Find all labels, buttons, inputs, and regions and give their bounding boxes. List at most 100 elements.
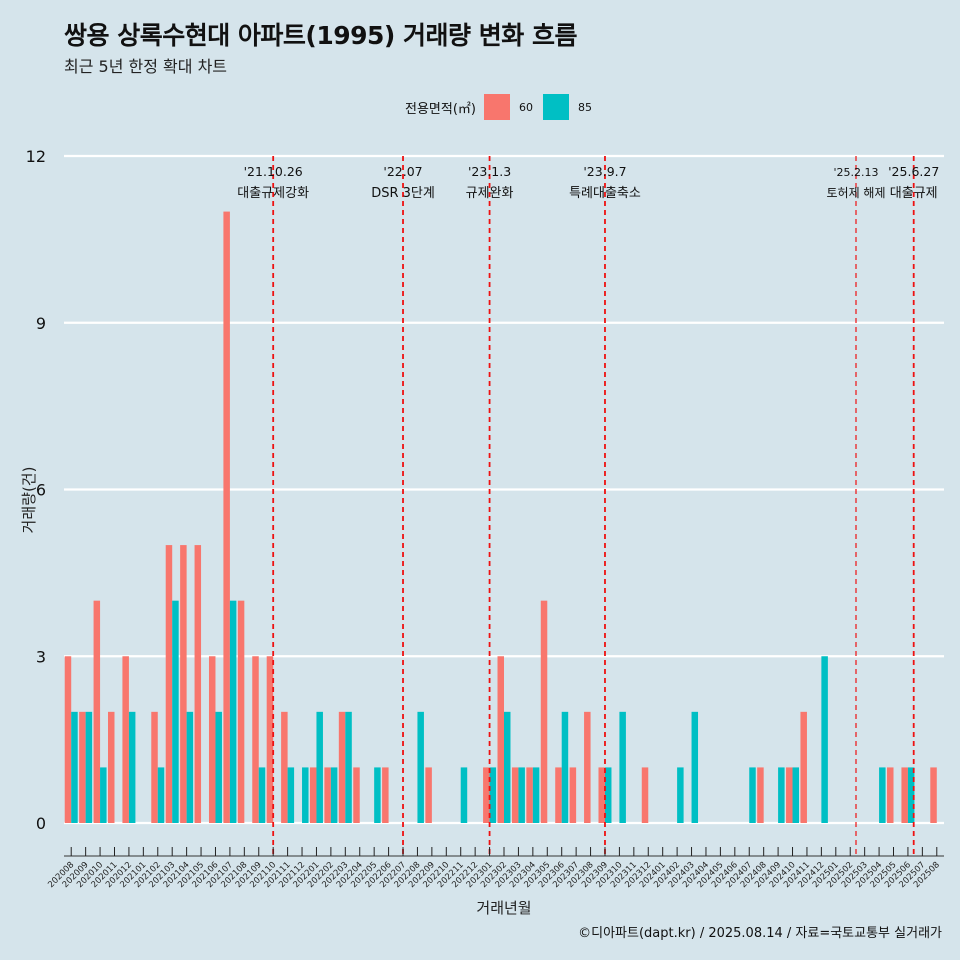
bar-202302-85 — [504, 711, 511, 823]
bar-202012-60 — [122, 656, 129, 823]
bar-202107-85 — [229, 600, 237, 823]
bar-202204-60 — [353, 767, 360, 823]
bar-202301-85 — [489, 767, 497, 823]
bar-202104-60 — [180, 545, 187, 823]
bar-202208-85 — [417, 711, 424, 823]
event-label: DSR 3단계 — [371, 186, 435, 201]
bar-202211-85 — [460, 767, 468, 823]
event-date: '22.07 — [383, 164, 422, 179]
bar-202304-85 — [532, 767, 540, 823]
bar-202506-85 — [907, 767, 915, 823]
bar-202108-60 — [237, 600, 245, 823]
bar-202111-60 — [281, 711, 288, 823]
chart-subtitle: 최근 5년 한정 확대 차트 — [64, 57, 228, 76]
bar-202307-60 — [569, 767, 577, 823]
bar-202309-60 — [598, 767, 605, 823]
y-tick-label: 3 — [36, 647, 46, 666]
bar-202102-60 — [151, 711, 158, 823]
bar-202308-60 — [584, 711, 591, 823]
bar-202009-60 — [79, 711, 86, 823]
bar-202402-85 — [677, 767, 684, 823]
bar-202306-60 — [555, 767, 562, 823]
bar-202409-85 — [778, 767, 785, 823]
event-label: 규제완화 — [466, 186, 514, 201]
bar-202303-85 — [518, 767, 525, 823]
bar-202105-60 — [194, 545, 202, 823]
event-label: 특례대출축소 — [569, 186, 641, 201]
bar-202201-85 — [316, 711, 323, 823]
bar-202301-60 — [483, 767, 490, 823]
bar-202103-85 — [172, 600, 179, 823]
event-date: '25.6.27 — [888, 164, 939, 179]
bar-202009-85 — [85, 711, 93, 823]
y-tick-label: 9 — [36, 314, 46, 333]
legend: 전용면적(㎡) 60 85 — [405, 93, 602, 121]
bar-202110-60 — [266, 656, 274, 823]
event-date: '25.2.13 — [833, 166, 878, 179]
bar-202303-60 — [511, 767, 519, 823]
bar-202202-60 — [324, 767, 331, 823]
event-date: '23.9.7 — [583, 164, 626, 179]
bar-202107-60 — [223, 211, 230, 824]
bar-202504-85 — [879, 767, 886, 823]
y-axis-ticks: 0 3 6 9 12 — [26, 147, 46, 833]
x-axis: 2020082020092020102020112020122021012021… — [46, 847, 944, 890]
bar-202109-60 — [252, 656, 259, 823]
bar-202106-60 — [208, 656, 216, 823]
bar-202011-60 — [108, 711, 115, 823]
y-tick-label: 0 — [36, 814, 46, 833]
bar-202008-60 — [64, 656, 72, 823]
y-axis-label: 거래량(건) — [20, 467, 38, 534]
event-label: 토허제 해제 — [826, 186, 885, 200]
bar-202202-85 — [330, 767, 338, 823]
bar-202302-60 — [497, 656, 504, 823]
bar-202412-85 — [821, 656, 828, 823]
bar-202411-60 — [800, 711, 807, 823]
chart-title: 쌍용 상록수현대 아파트(1995) 거래량 변화 흐름 — [64, 21, 577, 50]
bar-202312-60 — [641, 767, 649, 823]
bars — [64, 211, 937, 824]
bar-202304-60 — [526, 767, 533, 823]
x-axis-label: 거래년월 — [476, 899, 531, 917]
event-label: 대출규제 — [890, 186, 938, 201]
bar-202103-60 — [165, 545, 173, 823]
bar-202010-85 — [100, 767, 107, 823]
bar-202102-85 — [157, 767, 165, 823]
bar-202306-85 — [561, 711, 569, 823]
bar-202508-60 — [930, 767, 937, 823]
legend-key-85 — [542, 94, 569, 120]
bar-202206-60 — [382, 767, 389, 823]
bar-202111-85 — [287, 767, 295, 823]
bar-202012-85 — [128, 711, 136, 823]
y-tick-label: 12 — [26, 147, 46, 166]
bar-202309-85 — [604, 767, 612, 823]
bar-202209-60 — [425, 767, 432, 823]
bar-202010-60 — [93, 600, 101, 823]
bar-202203-85 — [345, 711, 352, 823]
bar-202407-85 — [749, 767, 756, 823]
bar-202106-85 — [215, 711, 222, 823]
bar-202104-85 — [186, 711, 194, 823]
bar-202203-60 — [338, 711, 346, 823]
legend-key-60 — [483, 94, 510, 120]
bar-202505-60 — [887, 767, 894, 823]
bar-202408-60 — [757, 767, 764, 823]
caption: ©디아파트(dapt.kr) / 2025.08.14 / 자료=국토교통부 실… — [578, 926, 942, 941]
legend-label-60: 60 — [518, 100, 533, 114]
bar-202201-60 — [309, 767, 317, 823]
bar-202310-85 — [619, 711, 626, 823]
event-label: 대출규제강화 — [237, 186, 309, 201]
bar-202410-85 — [792, 767, 800, 823]
bar-202410-60 — [786, 767, 793, 823]
event-date: '23.1.3 — [468, 164, 511, 179]
y-tick-label: 6 — [36, 481, 46, 500]
legend-title: 전용면적(㎡) — [405, 101, 476, 117]
bar-202403-85 — [691, 711, 699, 823]
event-annotations: '21.10.26 대출규제강화 '22.07 DSR 3단계 '23.1.3 규제완화 '… — [237, 164, 939, 201]
legend-label-85: 85 — [577, 100, 592, 114]
bar-202112-85 — [302, 767, 309, 823]
bar-202008-85 — [71, 711, 78, 823]
event-date: '21.10.26 — [244, 164, 303, 179]
bar-202109-85 — [258, 767, 266, 823]
